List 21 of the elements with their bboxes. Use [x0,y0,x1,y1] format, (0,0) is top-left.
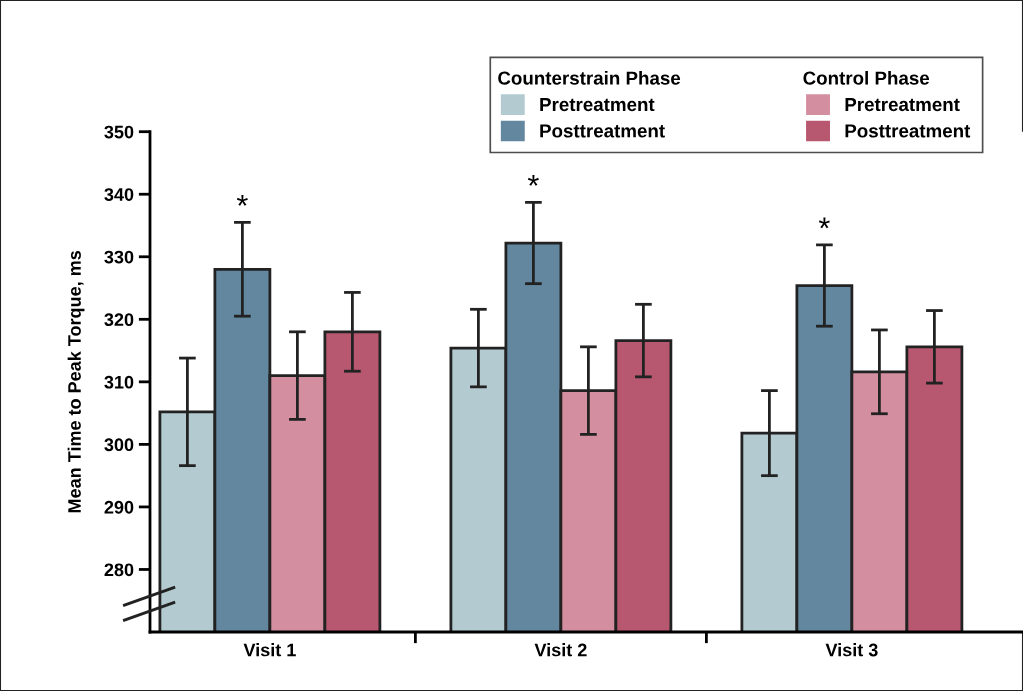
data-label: * [527,175,539,186]
text: Counterstrain Phase [498,70,681,85]
legend-label: Pretreatment [540,98,655,112]
y-tick-label: 330 [104,250,134,264]
data-label: * [818,217,830,229]
text: Control Phase [803,70,930,85]
x-tick-label: Visit 1 [243,643,296,657]
y-tick-label: 340 [104,188,134,201]
data-label: * [236,195,248,206]
x-tick-label: Visit 2 [534,643,587,657]
legend-label: Posttreatment [540,124,665,138]
y-tick-label: 280 [104,563,134,577]
legend-label: Pretreatment [845,98,960,112]
legend-label: Posttreatment [845,124,971,138]
y-axis-title: Mean Time to Peak Torque, ms [67,250,85,513]
y-tick-label: 300 [104,438,134,452]
y-tick-label: 310 [104,375,134,389]
x-tick-label: Visit 3 [825,643,878,657]
y-tick-label: 320 [104,313,134,327]
y-tick-label: 350 [104,125,134,139]
y-tick-label: 290 [104,500,134,514]
